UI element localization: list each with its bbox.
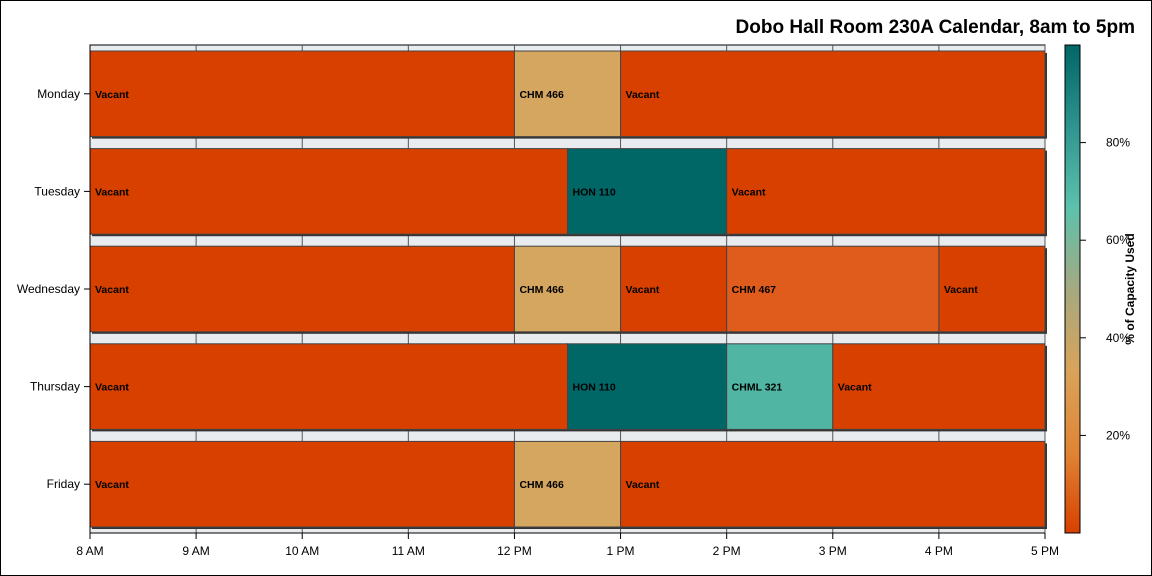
x-tick-label: 2 PM [713,544,741,558]
colorbar-legend: 20% 40% 60% 80% % of Capacity Used [1064,44,1137,534]
y-tick-label: Monday [37,87,80,101]
row-tuesday: Vacant HON 110 Vacant [89,148,1047,237]
block-label: CHML 321 [732,382,783,394]
block-label: Vacant [95,284,129,296]
block-bar [567,148,728,235]
chart-title: Dobo Hall Room 230A Calendar, 8am to 5pm [736,17,1135,38]
y-tick-label: Tuesday [34,184,80,198]
y-axis: Monday Tuesday Wednesday Thursday Friday [17,45,91,533]
x-tick-label: 9 AM [182,544,209,558]
y-tick-label: Wednesday [17,282,80,296]
x-tick-label: 4 PM [925,544,953,558]
block-label: CHM 466 [519,89,564,101]
y-tick-label: Thursday [30,380,80,394]
x-tick-label: 12 PM [497,544,532,558]
block-bar [89,148,568,235]
block-label: Vacant [95,382,129,394]
block-label: Vacant [944,284,978,296]
x-tick-label: 11 AM [392,544,425,558]
colorbar-tick-label: 80% [1106,136,1130,150]
block-label: CHM 466 [519,479,564,491]
block-bar [620,440,1046,528]
row-wednesday: Vacant CHM 466 Vacant CHM 467 Vacant [89,245,1047,334]
colorbar-tick-label: 60% [1106,233,1130,247]
block-bar [89,343,568,430]
colorbar-tick-label: 40% [1106,331,1130,345]
block-bar [726,245,940,333]
block-bar [567,343,728,430]
block-bar [832,343,1046,430]
block-label: CHM 466 [519,284,564,296]
block-label: HON 110 [573,186,616,198]
x-tick-label: 3 PM [819,544,847,558]
block-label: Vacant [95,186,129,198]
block-label: Vacant [626,284,660,296]
colorbar-gradient [1064,44,1081,534]
block-label: CHM 467 [732,284,777,296]
x-tick-label: 5 PM [1031,544,1059,558]
block-bar [620,50,1046,138]
x-tick-label: 8 AM [76,544,103,558]
block-label: HON 110 [573,382,616,394]
block-bar [938,245,1046,333]
block-label: Vacant [95,479,129,491]
block-bar [513,440,622,528]
block-bar [513,50,622,138]
row-monday: Vacant CHM 466 Vacant [89,50,1047,139]
x-tick-label: 1 PM [607,544,635,558]
block-bar [620,245,728,333]
block-bar [89,440,515,528]
block-label: Vacant [95,89,129,101]
block-bar [513,245,622,333]
block-label: Vacant [732,186,766,198]
row-friday: Vacant CHM 466 Vacant [89,440,1047,529]
block-label: Vacant [626,89,660,101]
block-bar [726,343,834,430]
block-label: Vacant [838,382,872,394]
x-tick-label: 10 AM [285,544,319,558]
block-bar [89,50,515,138]
row-thursday: Vacant HON 110 CHML 321 Vacant [89,343,1047,432]
colorbar-tick-label: 20% [1106,428,1130,442]
block-bar [726,148,1046,235]
block-label: Vacant [626,479,660,491]
x-axis: 8 AM 9 AM 10 AM 11 AM 12 PM 1 PM 2 PM 3 PM 4 PM 5… [76,532,1059,558]
y-tick-label: Friday [47,477,80,491]
block-bar [89,245,515,333]
colorbar-label: % of Capacity Used [1123,233,1137,344]
